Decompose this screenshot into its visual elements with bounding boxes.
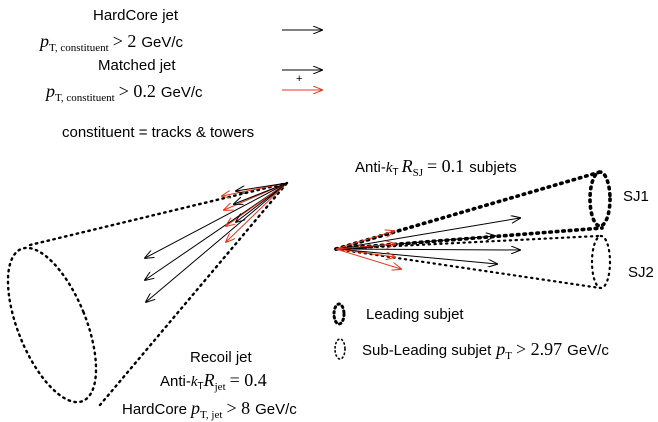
leading-subjet-marker [332, 302, 346, 326]
sj2-label: SJ2 [628, 264, 654, 281]
hardcore-cut-unit: GeV/c [141, 34, 183, 51]
subjets-title-prefix: Anti- [355, 159, 386, 176]
matched-jet-label: Matched jet [98, 57, 176, 74]
matched-cut-var: p [44, 81, 55, 101]
recoil-algo-r: R [203, 370, 215, 390]
subleading-label-text: Sub-Leading subjet [362, 342, 492, 359]
matched-cut-sub: T, constituent [55, 92, 115, 104]
subjets-diagram: Anti-kT RSJ = 0.1 subjets SJ1 SJ2 [332, 156, 654, 362]
legend: HardCore jet pT, constituent > 2 GeV/c Mat… [38, 7, 322, 141]
recoil-algo-value: = 0.4 [230, 370, 267, 390]
recoil-cone-upper-edge [28, 181, 289, 247]
subjet-track-black [335, 248, 497, 264]
recoil-jet-label: Recoil jet [190, 349, 253, 366]
hardcore-jet-label: HardCore jet [93, 7, 179, 24]
subjet-track-black [335, 249, 520, 250]
recoil-algo-r-sub: jet [214, 381, 226, 393]
subjets-title-t: T [393, 167, 399, 178]
subjets-title: Anti-kT RSJ = 0.1 subjets [355, 156, 517, 179]
subjets-title-r-sub: SJ [413, 167, 424, 179]
hardcore-cut-rel: > 2 [113, 31, 137, 51]
recoil-algo-prefix: Anti- [160, 373, 191, 390]
recoil-track-black [145, 182, 288, 258]
recoil-algo-k: k [191, 374, 198, 390]
recoil-cone-lower-edge [98, 181, 289, 407]
subjet-track-red [335, 231, 394, 250]
matched-cut-rel: > 0.2 [119, 81, 156, 101]
recoil-hardcore-unit: GeV/c [255, 401, 297, 418]
subjet-track-red [335, 244, 395, 250]
subjet-track-red [335, 248, 401, 269]
subleading-var: p [494, 339, 505, 359]
subjet-constituents [335, 218, 520, 269]
hardcore-cut: pT, constituent > 2 GeV/c [38, 31, 184, 54]
recoil-track-black [234, 182, 288, 204]
recoil-hardcore-prefix: HardCore [122, 401, 187, 418]
constituent-note: constituent = tracks & towers [62, 124, 254, 141]
recoil-hardcore-cut-value: > 8 [226, 398, 250, 418]
leading-subjet-label: Leading subjet [366, 306, 464, 323]
subleading-unit: GeV/c [567, 342, 609, 359]
subleading-cut: > 2.97 [516, 339, 562, 359]
sj2-cone [334, 234, 612, 290]
subjets-title-k: k [386, 160, 393, 176]
recoil-hardcore-sub: T, jet [200, 409, 222, 421]
subjets-title-value: = 0.1 [427, 156, 464, 176]
subjet-track-black [335, 218, 520, 250]
plus-sign: + [296, 73, 302, 85]
recoil-track-black [236, 182, 288, 191]
subleading-sub: T [505, 350, 512, 362]
recoil-jet-cone: Recoil jet Anti-kTRjet = 0.4 HardCore pT, … [6, 181, 297, 421]
subleading-subjet-label: Sub-Leading subjet pT > 2.97 GeV/c [362, 339, 609, 362]
subjets-title-suffix: subjets [469, 159, 517, 176]
matched-cut-unit: GeV/c [161, 84, 203, 101]
sj1-cone-cap [588, 170, 612, 228]
hardcore-cut-sub: T, constituent [49, 42, 109, 54]
recoil-cone-base [6, 246, 98, 404]
recoil-algo: Anti-kTRjet = 0.4 [160, 370, 267, 393]
subjets-title-r: R [401, 156, 413, 176]
matched-cut: pT, constituent > 0.2 GeV/c [44, 81, 203, 104]
sj1-upper-edge [334, 170, 602, 251]
subleading-subjet-marker [334, 338, 346, 360]
recoil-track-black [146, 182, 288, 302]
recoil-track-black [236, 182, 288, 222]
recoil-track-red [226, 182, 288, 242]
recoil-constituents [145, 182, 288, 302]
subjet-track-red [335, 248, 395, 257]
hardcore-cut-var: p [38, 31, 49, 51]
recoil-hardcore-cut: HardCore pT, jet > 8 GeV/c [122, 398, 297, 421]
sj2-cone-cap [590, 234, 612, 290]
sj2-lower-edge [334, 247, 602, 290]
recoil-hardcore-var: p [189, 398, 200, 418]
recoil-algo-t: T [198, 381, 204, 392]
sj1-label: SJ1 [623, 188, 649, 205]
